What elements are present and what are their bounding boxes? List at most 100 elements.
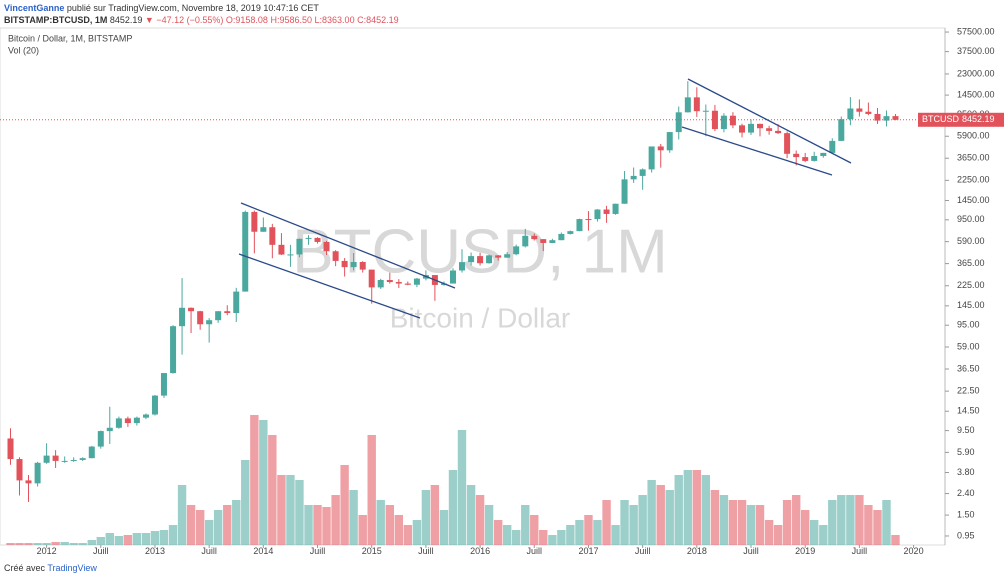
plot-area [0,27,946,546]
candle-body [549,240,556,243]
volume-bar [195,510,205,545]
volume-bar [358,515,367,545]
candle-body [883,116,890,121]
price-tag-value: 8452.19 [962,114,995,124]
volume-bar [123,535,133,545]
volume-bar [692,470,702,545]
volume-bar [584,515,593,545]
candle-body [377,280,384,288]
volume-bar [773,525,783,545]
volume-bar [367,435,376,545]
volume-bar [177,485,187,545]
volume-bar [24,543,33,545]
volume-bar [186,505,196,545]
x-tick-label: 2014 [253,546,273,556]
trendline [240,202,456,289]
volume-bar [457,430,467,545]
footer-text: Créé avec [4,563,46,573]
candle-body [856,108,863,112]
volume-bar [259,420,268,545]
header: VincentGanne publié sur TradingView.com,… [4,2,399,26]
volume-bar [819,525,828,545]
volume-bar [566,525,575,545]
candle-body [612,203,619,214]
volume-bar [674,475,683,545]
x-tick-label: 2016 [470,546,490,556]
volume-bar [69,543,78,545]
volume-bar [683,470,693,545]
candle-body [775,130,782,134]
last: 8452.19 [109,15,143,25]
x-tick-label: 2013 [145,546,165,556]
candle-body [88,446,95,459]
volume-bar [548,535,557,545]
candle-body [233,291,240,314]
volume-bar [213,510,223,545]
volume-bar [701,475,711,545]
volume-bar [530,515,539,545]
volume-bar [250,415,259,545]
candle-body [458,262,465,271]
candle-body [124,418,131,424]
candle-body [784,133,791,154]
candle-body [811,156,818,161]
volume-bar [448,470,458,545]
candle-body [621,179,628,204]
candle-body [133,417,140,424]
candle-body [413,278,420,285]
volume-bar [268,435,277,545]
volume-bar [809,520,819,545]
volume-bar [403,525,413,545]
candle-body [838,119,845,141]
x-tick-label: Juill [852,546,868,556]
volume-bar [475,495,485,545]
volume-bar [764,520,774,545]
candle-body [160,373,167,396]
volume-bar [846,495,855,545]
published: publié sur TradingView.com, Novembre 18,… [66,3,319,13]
candle-body [188,307,195,312]
volume-bar [87,540,96,545]
candle-body [386,280,393,283]
volume-bar [33,543,42,545]
volume-bar [295,480,304,545]
volume-bar [828,500,837,545]
candle-body [648,146,655,170]
candle-body [468,256,475,263]
x-tick-label: 2012 [37,546,57,556]
y-tick-label: 5.90 [957,447,975,457]
candle-body [79,458,86,460]
candle-body [513,246,520,255]
y-tick-label: 590.00 [957,236,985,246]
candle-body [323,241,330,252]
price-tag-bg [918,112,1004,127]
candle-body [657,146,664,151]
y-tick-label: 9.50 [957,425,975,435]
volume-bar [493,520,503,545]
candle-body [287,254,294,256]
volume-bar [340,465,349,545]
y-tick-label: 0.95 [957,530,975,540]
candle-body [314,237,321,242]
volume-bar [430,485,440,545]
candle-body [34,462,41,484]
volume-bar [539,530,548,545]
trendlines [238,78,852,319]
author: VincentGanne [4,3,65,13]
volume-bar [801,510,810,545]
candle-body [350,262,357,268]
y-tick-label: 145.00 [957,300,985,310]
candle-body [170,326,177,374]
candle-body [829,140,836,153]
x-tick-label: 2019 [795,546,815,556]
candle-body [585,219,592,221]
y-tick-label: 950.00 [957,214,985,224]
volume-bar [575,520,584,545]
symbol: BITSTAMP:BTCUSD, 1M [4,15,108,25]
volume-bar [6,543,15,545]
candle-body [332,251,339,261]
candle-body [739,125,746,133]
volume-bar [313,505,322,545]
volume-bar [656,485,665,545]
volume-bar [719,495,729,545]
